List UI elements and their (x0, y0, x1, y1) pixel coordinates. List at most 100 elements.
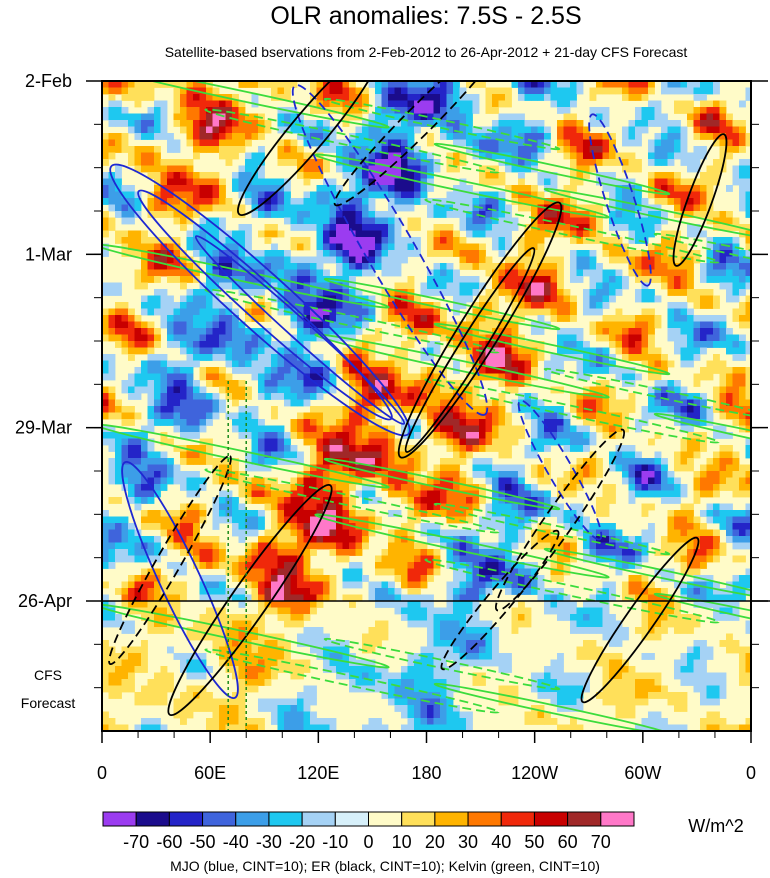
olr-cell (446, 464, 454, 472)
olr-cell (661, 380, 668, 387)
olr-cell (115, 458, 122, 465)
olr-cell (550, 172, 558, 179)
olr-cell (232, 185, 239, 192)
olr-cell (232, 308, 239, 316)
olr-cell (290, 263, 298, 270)
olr-cell (576, 237, 584, 244)
olr-cell (544, 490, 551, 498)
olr-cell (199, 204, 207, 212)
olr-cell (284, 347, 291, 355)
olr-cell (635, 198, 642, 205)
olr-cell (511, 354, 519, 361)
olr-cell (206, 367, 213, 374)
olr-cell (427, 185, 434, 192)
olr-cell (141, 308, 148, 316)
olr-cell (160, 477, 168, 485)
olr-cell (349, 191, 356, 199)
olr-cell (186, 81, 194, 88)
olr-cell (388, 438, 395, 446)
olr-cell (394, 445, 402, 452)
olr-cell (128, 386, 135, 394)
olr-cell (329, 419, 337, 426)
olr-cell (693, 412, 701, 420)
olr-cell (537, 94, 545, 101)
olr-cell (674, 250, 681, 257)
olr-cell (251, 256, 259, 264)
olr-cell (154, 484, 161, 491)
olr-cell (537, 399, 545, 407)
olr-cell (609, 497, 616, 504)
olr-cell (433, 425, 441, 433)
olr-cell (745, 165, 751, 173)
olr-cell (609, 256, 616, 264)
olr-cell (453, 133, 460, 140)
olr-cell (180, 159, 187, 166)
olr-cell (310, 477, 317, 485)
olr-cell (420, 510, 428, 517)
olr-cell (719, 276, 727, 283)
olr-cell (310, 425, 317, 433)
olr-cell (284, 263, 291, 270)
olr-cell (706, 321, 714, 329)
olr-cell (706, 315, 714, 322)
olr-cell (719, 328, 727, 335)
olr-cell (524, 451, 532, 459)
olr-cell (355, 328, 363, 335)
olr-cell (479, 172, 486, 179)
olr-cell (336, 302, 343, 309)
olr-cell (258, 269, 265, 277)
olr-cell (732, 380, 740, 387)
olr-cell (693, 471, 701, 478)
olr-cell (576, 458, 584, 465)
olr-cell (433, 393, 441, 400)
olr-cell (700, 477, 707, 485)
olr-cell (329, 373, 337, 381)
olr-cell (342, 146, 350, 153)
olr-cell (498, 432, 506, 439)
olr-cell (368, 334, 376, 342)
olr-cell (167, 406, 174, 413)
olr-cell (680, 100, 688, 108)
olr-cell (524, 412, 532, 420)
olr-cell (498, 360, 506, 368)
olr-cell (407, 399, 415, 407)
olr-cell (284, 289, 291, 296)
olr-cell (323, 100, 330, 108)
olr-cell (479, 126, 486, 134)
olr-cell (349, 451, 356, 459)
olr-cell (628, 393, 636, 400)
olr-cell (615, 451, 623, 459)
olr-cell (193, 263, 200, 270)
olr-cell (700, 432, 707, 439)
olr-cell (511, 438, 519, 446)
olr-cell (576, 354, 584, 361)
olr-cell (680, 81, 688, 88)
olr-cell (186, 373, 194, 381)
olr-cell (628, 139, 636, 147)
olr-cell (596, 263, 603, 270)
olr-cell (108, 139, 116, 147)
olr-cell (355, 263, 363, 270)
olr-cell (342, 347, 350, 355)
olr-cell (537, 315, 545, 322)
olr-cell (375, 438, 382, 446)
olr-cell (394, 308, 402, 316)
olr-cell (381, 438, 389, 446)
olr-cell (251, 250, 259, 257)
olr-cell (407, 152, 415, 160)
olr-cell (251, 419, 259, 426)
olr-cell (290, 237, 298, 244)
olr-cell (407, 341, 415, 348)
olr-cell (719, 126, 727, 134)
olr-cell (420, 354, 428, 361)
olr-cell (368, 191, 376, 199)
olr-cell (420, 406, 428, 413)
olr-cell (193, 458, 200, 465)
olr-cell (726, 432, 733, 439)
olr-cell (739, 399, 746, 407)
olr-cell (537, 126, 545, 134)
olr-cell (453, 113, 460, 121)
olr-cell (277, 484, 285, 491)
olr-cell (264, 354, 272, 361)
olr-cell (706, 185, 714, 192)
